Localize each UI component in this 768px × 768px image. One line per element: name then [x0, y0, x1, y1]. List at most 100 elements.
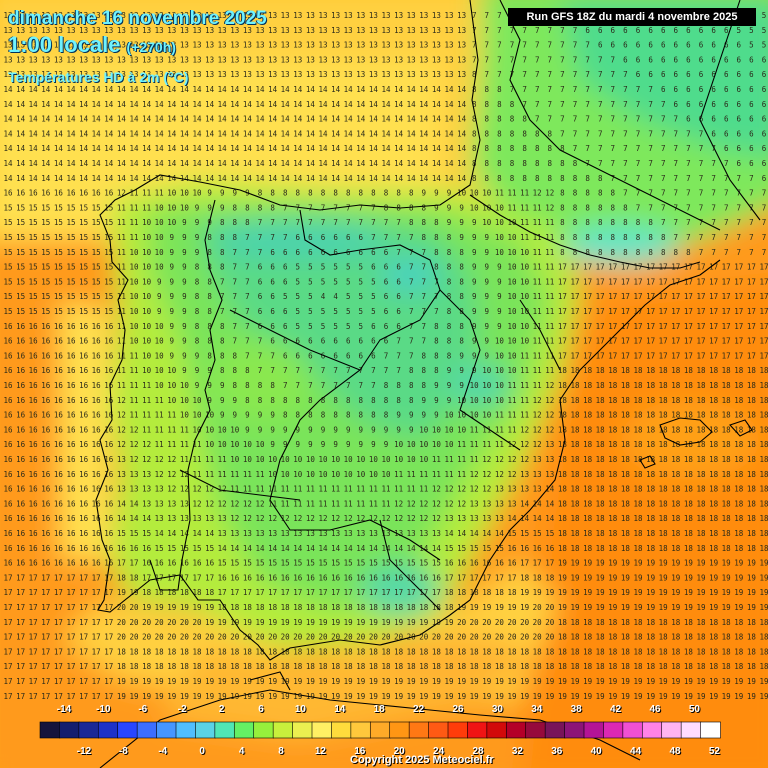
- grid-value: 18: [596, 633, 606, 642]
- grid-value: 7: [699, 218, 704, 227]
- grid-value: 18: [646, 529, 656, 538]
- grid-value: 19: [533, 692, 542, 701]
- grid-value: 17: [684, 337, 693, 346]
- grid-value: 8: [434, 218, 439, 227]
- legend-label-top: 30: [491, 704, 503, 715]
- grid-value: 6: [762, 159, 767, 168]
- grid-value: 14: [180, 100, 190, 109]
- grid-value: 18: [747, 455, 757, 464]
- grid-value: 18: [722, 440, 732, 449]
- grid-value: 7: [535, 115, 540, 124]
- grid-value: 10: [167, 189, 177, 198]
- grid-value: 19: [507, 677, 516, 686]
- legend-swatch: [505, 721, 527, 739]
- legend-swatch: [331, 721, 352, 739]
- grid-value: 16: [104, 396, 114, 405]
- legend-swatch: [369, 721, 391, 739]
- grid-value: 19: [155, 603, 164, 612]
- grid-value: 7: [422, 292, 427, 301]
- grid-value: 7: [422, 248, 427, 257]
- grid-value: 16: [41, 322, 51, 331]
- grid-value: 17: [633, 322, 642, 331]
- grid-value: 20: [381, 633, 391, 642]
- grid-value: 18: [596, 440, 606, 449]
- grid-value: 15: [92, 203, 101, 212]
- grid-value: 10: [432, 440, 442, 449]
- grid-value: 20: [369, 633, 379, 642]
- grid-value: 18: [747, 440, 757, 449]
- grid-value: 17: [66, 573, 75, 582]
- grid-value: 16: [3, 499, 13, 508]
- grid-value: 6: [699, 115, 704, 124]
- grid-value: 14: [29, 144, 39, 153]
- grid-value: 18: [558, 529, 568, 538]
- grid-value: 9: [485, 351, 490, 360]
- grid-value: 7: [472, 55, 477, 64]
- grid-value: 14: [167, 129, 177, 138]
- grid-value: 11: [545, 366, 554, 375]
- grid-value: 5: [762, 11, 767, 20]
- grid-value: 7: [296, 366, 301, 375]
- grid-value: 14: [66, 100, 76, 109]
- grid-value: 16: [104, 499, 114, 508]
- grid-value: 11: [507, 425, 516, 434]
- grid-value: 11: [457, 440, 466, 449]
- grid-value: 8: [434, 351, 439, 360]
- grid-value: 16: [79, 322, 89, 331]
- grid-value: 18: [709, 440, 719, 449]
- grid-value: 9: [182, 233, 187, 242]
- grid-value: 19: [306, 677, 315, 686]
- grid-value: 11: [318, 499, 327, 508]
- grid-value: 6: [686, 26, 691, 35]
- grid-value: 9: [245, 425, 250, 434]
- grid-value: 19: [369, 677, 378, 686]
- grid-value: 14: [457, 174, 467, 183]
- grid-value: 16: [16, 396, 26, 405]
- grid-value: 9: [472, 322, 477, 331]
- grid-value: 13: [444, 26, 453, 35]
- grid-value: 19: [734, 588, 743, 597]
- grid-value: 13: [155, 11, 164, 20]
- grid-value: 18: [520, 647, 530, 656]
- grid-value: 14: [381, 174, 391, 183]
- grid-value: 14: [79, 159, 89, 168]
- grid-value: 18: [419, 603, 429, 612]
- grid-value: 8: [371, 189, 376, 198]
- grid-value: 7: [724, 218, 729, 227]
- grid-value: 19: [268, 618, 277, 627]
- grid-value: 19: [646, 677, 655, 686]
- grid-value: 17: [684, 351, 693, 360]
- grid-value: 8: [472, 129, 477, 138]
- grid-value: 18: [608, 425, 618, 434]
- grid-value: 19: [570, 588, 579, 597]
- grid-value: 17: [759, 322, 768, 331]
- grid-value: 18: [306, 662, 316, 671]
- grid-value: 11: [142, 381, 151, 390]
- grid-value: 6: [321, 337, 326, 346]
- grid-value: 8: [207, 351, 212, 360]
- grid-value: 8: [585, 174, 590, 183]
- grid-value: 8: [434, 322, 439, 331]
- grid-value: 10: [129, 337, 139, 346]
- grid-value: 19: [659, 677, 668, 686]
- grid-value: 13: [457, 514, 466, 523]
- grid-value: 16: [3, 351, 13, 360]
- grid-value: 17: [66, 647, 75, 656]
- grid-value: 6: [724, 85, 729, 94]
- grid-value: 13: [482, 514, 491, 523]
- grid-value: 13: [356, 70, 365, 79]
- grid-value: 7: [560, 55, 565, 64]
- grid-value: 10: [520, 277, 530, 286]
- grid-value: 15: [457, 544, 466, 553]
- grid-value: 8: [409, 381, 414, 390]
- grid-value: 9: [170, 307, 175, 316]
- grid-value: 16: [92, 189, 102, 198]
- grid-value: 17: [596, 322, 605, 331]
- grid-value: 10: [205, 440, 215, 449]
- grid-value: 18: [747, 396, 757, 405]
- grid-value: 7: [711, 248, 716, 257]
- grid-value: 17: [621, 322, 630, 331]
- grid-value: 9: [220, 189, 225, 198]
- grid-value: 6: [674, 85, 679, 94]
- grid-value: 10: [167, 203, 177, 212]
